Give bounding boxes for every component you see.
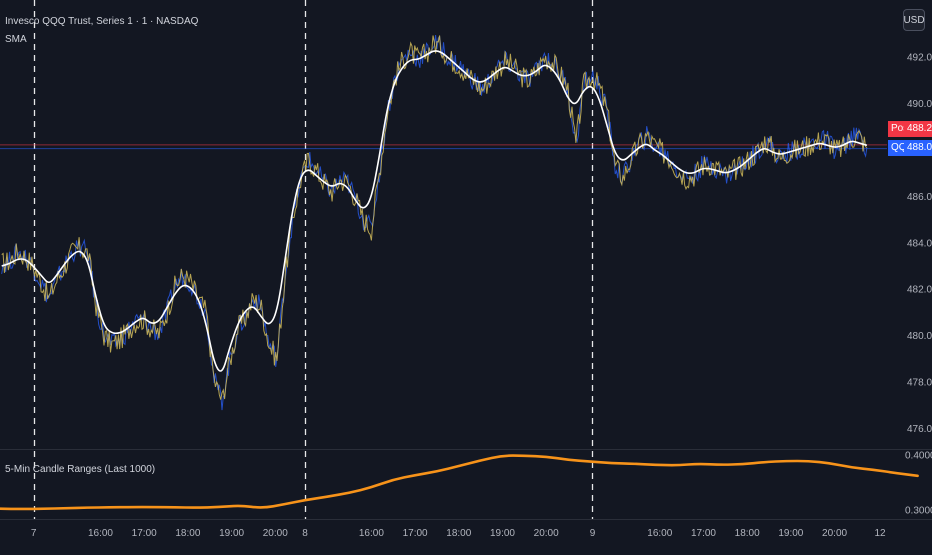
y-tick-label: 486.00 <box>907 192 932 203</box>
range-series-line <box>0 454 919 511</box>
x-tick-label: 18:00 <box>735 528 760 539</box>
lower-y-tick-label: 0.3000 <box>905 505 932 516</box>
x-tick-label: 20:00 <box>263 528 288 539</box>
x-tick-label: 7 <box>31 528 37 539</box>
last-price-value: 488.06 <box>904 140 932 156</box>
time-axis: 7 16:00 17:00 18:00 19:00 20:00 8 16:00 17:00 18:… <box>31 528 886 539</box>
y-tick-label: 480.00 <box>907 331 932 342</box>
x-tick-label: 9 <box>590 528 596 539</box>
range-pane <box>0 454 919 511</box>
x-tick-label: 20:00 <box>534 528 559 539</box>
x-tick-label: 8 <box>302 528 308 539</box>
chart-title: Invesco QQQ Trust, Series 1 · 1 · NASDAQ <box>5 16 199 27</box>
x-tick-label: 12 <box>874 528 886 539</box>
y-tick-label: 492.00 <box>907 53 932 64</box>
post-price-value: 488.22 <box>904 121 932 137</box>
x-tick-label: 17:00 <box>691 528 716 539</box>
x-tick-label: 20:00 <box>822 528 847 539</box>
lower-pane-title[interactable]: 5-Min Candle Ranges (Last 1000) <box>5 464 156 475</box>
currency-button[interactable]: USD <box>903 9 925 31</box>
price-pane <box>0 0 932 520</box>
x-tick-label: 19:00 <box>490 528 515 539</box>
y-tick-label: 490.00 <box>907 99 932 110</box>
x-tick-label: 16:00 <box>359 528 384 539</box>
y-tick-label: 482.00 <box>907 285 932 296</box>
x-tick-label: 18:00 <box>446 528 471 539</box>
x-tick-label: 16:00 <box>647 528 672 539</box>
x-tick-label: 18:00 <box>175 528 200 539</box>
x-tick-label: 19:00 <box>778 528 803 539</box>
y-tick-label: 476.00 <box>907 424 932 435</box>
price-series-line-alt <box>1 34 868 411</box>
x-tick-label: 17:00 <box>403 528 428 539</box>
x-tick-label: 16:00 <box>88 528 113 539</box>
sma-line <box>1 50 868 372</box>
x-tick-label: 19:00 <box>219 528 244 539</box>
price-series-line <box>1 35 868 400</box>
x-tick-label: 17:00 <box>132 528 157 539</box>
y-tick-label: 484.00 <box>907 238 932 249</box>
indicator-label[interactable]: SMA <box>5 34 27 45</box>
y-tick-label: 478.00 <box>907 378 932 389</box>
